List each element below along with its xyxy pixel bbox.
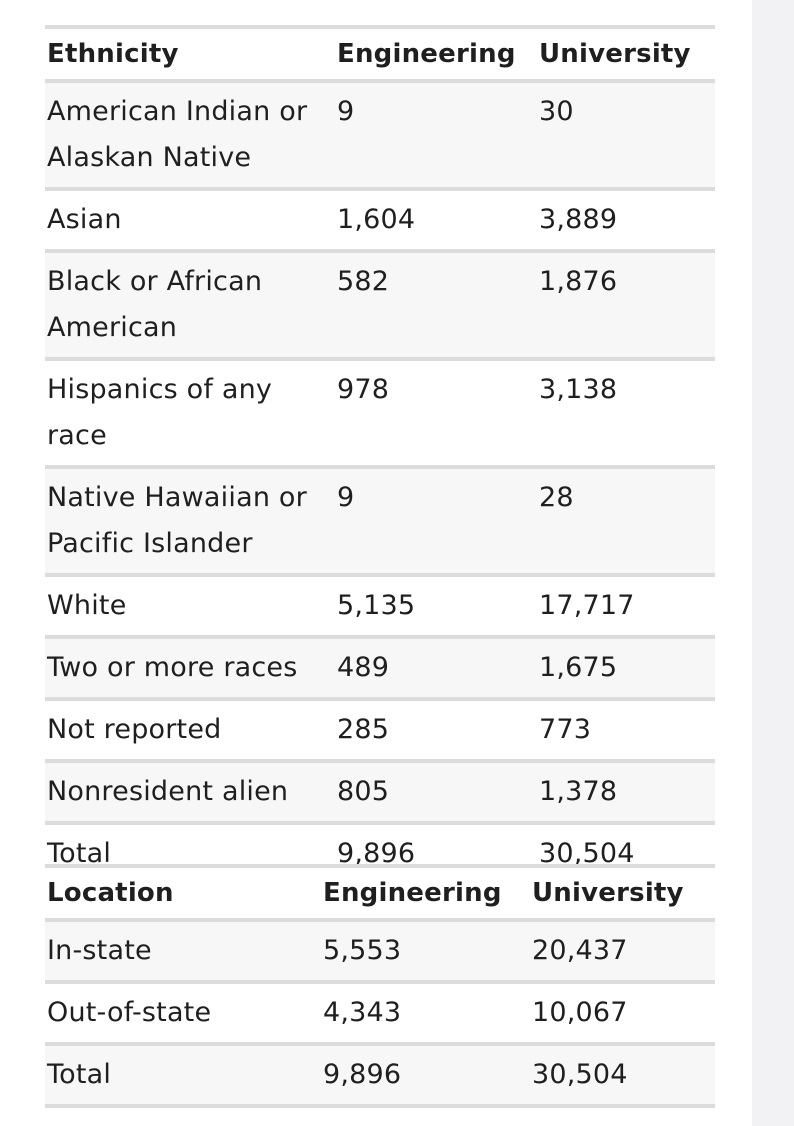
total-row: Total 9,896 30,504 (45, 1044, 715, 1106)
row-label: Nonresident alien (45, 761, 335, 823)
row-label: Black or African American (45, 251, 335, 359)
university-value: 1,876 (537, 251, 715, 359)
row-label: Two or more races (45, 637, 335, 699)
row-label: White (45, 575, 335, 637)
table-row: Asian 1,604 3,889 (45, 189, 715, 251)
engineering-value: 5,553 (321, 920, 530, 982)
row-label: Total (45, 1044, 321, 1106)
column-header-engineering: Engineering (321, 866, 530, 920)
column-header-location: Location (45, 866, 321, 920)
university-value: 20,437 (530, 920, 715, 982)
column-header-university: University (530, 866, 715, 920)
table-row: Hispanics of any race 978 3,138 (45, 359, 715, 467)
university-value: 3,889 (537, 189, 715, 251)
engineering-value: 805 (335, 761, 537, 823)
row-label: Out-of-state (45, 982, 321, 1044)
table-row: Nonresident alien 805 1,378 (45, 761, 715, 823)
university-value: 1,675 (537, 637, 715, 699)
location-table: Location Engineering University In-state… (45, 864, 715, 1108)
header-row: Location Engineering University (45, 866, 715, 920)
university-value: 773 (537, 699, 715, 761)
row-label: Asian (45, 189, 335, 251)
row-label: Not reported (45, 699, 335, 761)
engineering-value: 285 (335, 699, 537, 761)
column-header-university: University (537, 27, 715, 81)
row-label: In-state (45, 920, 321, 982)
engineering-value: 5,135 (335, 575, 537, 637)
table-row: Not reported 285 773 (45, 699, 715, 761)
engineering-value: 489 (335, 637, 537, 699)
university-value: 17,717 (537, 575, 715, 637)
row-label: Native Hawaiian or Pacific Islander (45, 467, 335, 575)
engineering-value: 9,896 (321, 1044, 530, 1106)
ethnicity-table: Ethnicity Engineering University America… (45, 25, 715, 887)
row-label: Hispanics of any race (45, 359, 335, 467)
column-header-ethnicity: Ethnicity (45, 27, 335, 81)
right-gutter (752, 0, 794, 1126)
engineering-value: 978 (335, 359, 537, 467)
table-row: White 5,135 17,717 (45, 575, 715, 637)
engineering-value: 4,343 (321, 982, 530, 1044)
university-value: 10,067 (530, 982, 715, 1044)
engineering-value: 1,604 (335, 189, 537, 251)
engineering-value: 9 (335, 81, 537, 189)
table-row: Out-of-state 4,343 10,067 (45, 982, 715, 1044)
university-value: 28 (537, 467, 715, 575)
engineering-value: 9 (335, 467, 537, 575)
university-value: 30,504 (530, 1044, 715, 1106)
table-row: Two or more races 489 1,675 (45, 637, 715, 699)
university-value: 1,378 (537, 761, 715, 823)
table-row: Black or African American 582 1,876 (45, 251, 715, 359)
row-label: American Indian or Alaskan Native (45, 81, 335, 189)
university-value: 30 (537, 81, 715, 189)
table-row: In-state 5,553 20,437 (45, 920, 715, 982)
university-value: 3,138 (537, 359, 715, 467)
engineering-value: 582 (335, 251, 537, 359)
header-row: Ethnicity Engineering University (45, 27, 715, 81)
column-header-engineering: Engineering (335, 27, 537, 81)
table-row: American Indian or Alaskan Native 9 30 (45, 81, 715, 189)
table-row: Native Hawaiian or Pacific Islander 9 28 (45, 467, 715, 575)
